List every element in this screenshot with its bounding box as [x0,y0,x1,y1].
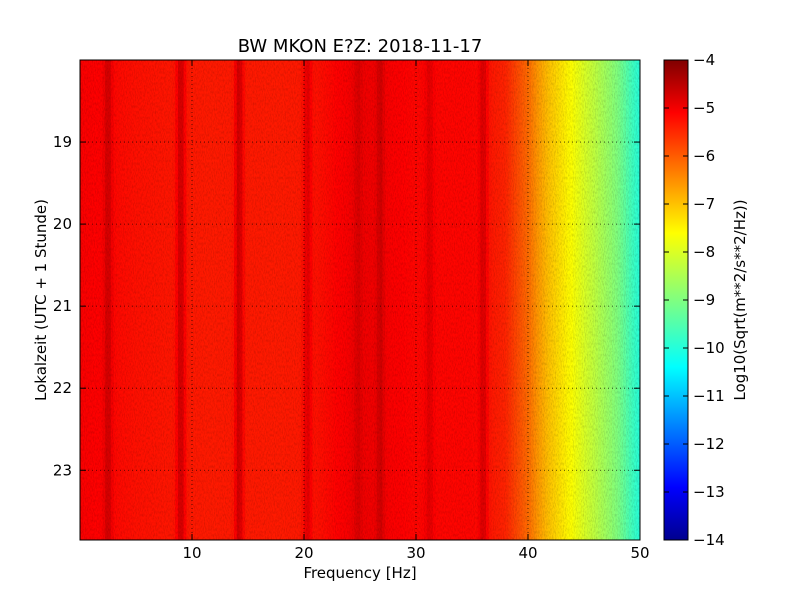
y-axis-label: Lokalzeit (UTC + 1 Stunde) [32,199,50,401]
colorbar-tick-label: −7 [693,195,715,213]
x-axis-label: Frequency [Hz] [303,564,416,582]
x-axis-ticks: 10 20 30 40 50 [182,60,650,562]
x-tick-label: 40 [518,544,537,562]
colorbar-tick-label: −13 [693,483,725,501]
x-tick-label: 50 [630,544,649,562]
plot-frame [79,59,641,541]
colorbar-tick-label: −9 [693,291,715,309]
y-tick-label: 21 [53,297,72,315]
y-tick-label: 22 [53,379,72,397]
colorbar-tick-label: −6 [693,147,715,165]
colorbar-tick-label: −12 [693,435,725,453]
colorbar-tick-label: −10 [693,339,725,357]
colorbar-tick-label: −14 [693,531,725,549]
spectrogram-grain [80,60,640,540]
y-tick-label: 23 [53,461,72,479]
x-tick-label: 30 [406,544,425,562]
colorbar-tick-label: −8 [693,243,715,261]
y-axis-ticks: 19 20 21 22 23 [53,133,640,479]
colorbar-tick-label: −4 [693,51,715,69]
x-tick-label: 10 [182,544,201,562]
colorbar-ticks: −4 −5 −6 −7 −8 −9 −10 −11 −12 −13 −14 [664,51,725,549]
plot-area: 10 20 30 40 50 19 20 21 22 23 [53,59,650,562]
chart-title: BW MKON E?Z: 2018-11-17 [238,36,483,57]
grid-lines [80,60,640,540]
y-tick-label: 20 [53,215,72,233]
colorbar: −4 −5 −6 −7 −8 −9 −10 −11 −12 −13 −14 [663,51,725,549]
y-tick-label: 19 [53,133,72,151]
colorbar-label: Log10(Sqrt(m**2/s**2/Hz)) [731,199,749,400]
colorbar-tick-label: −11 [693,387,725,405]
x-tick-label: 20 [294,544,313,562]
colorbar-tick-label: −5 [693,99,715,117]
